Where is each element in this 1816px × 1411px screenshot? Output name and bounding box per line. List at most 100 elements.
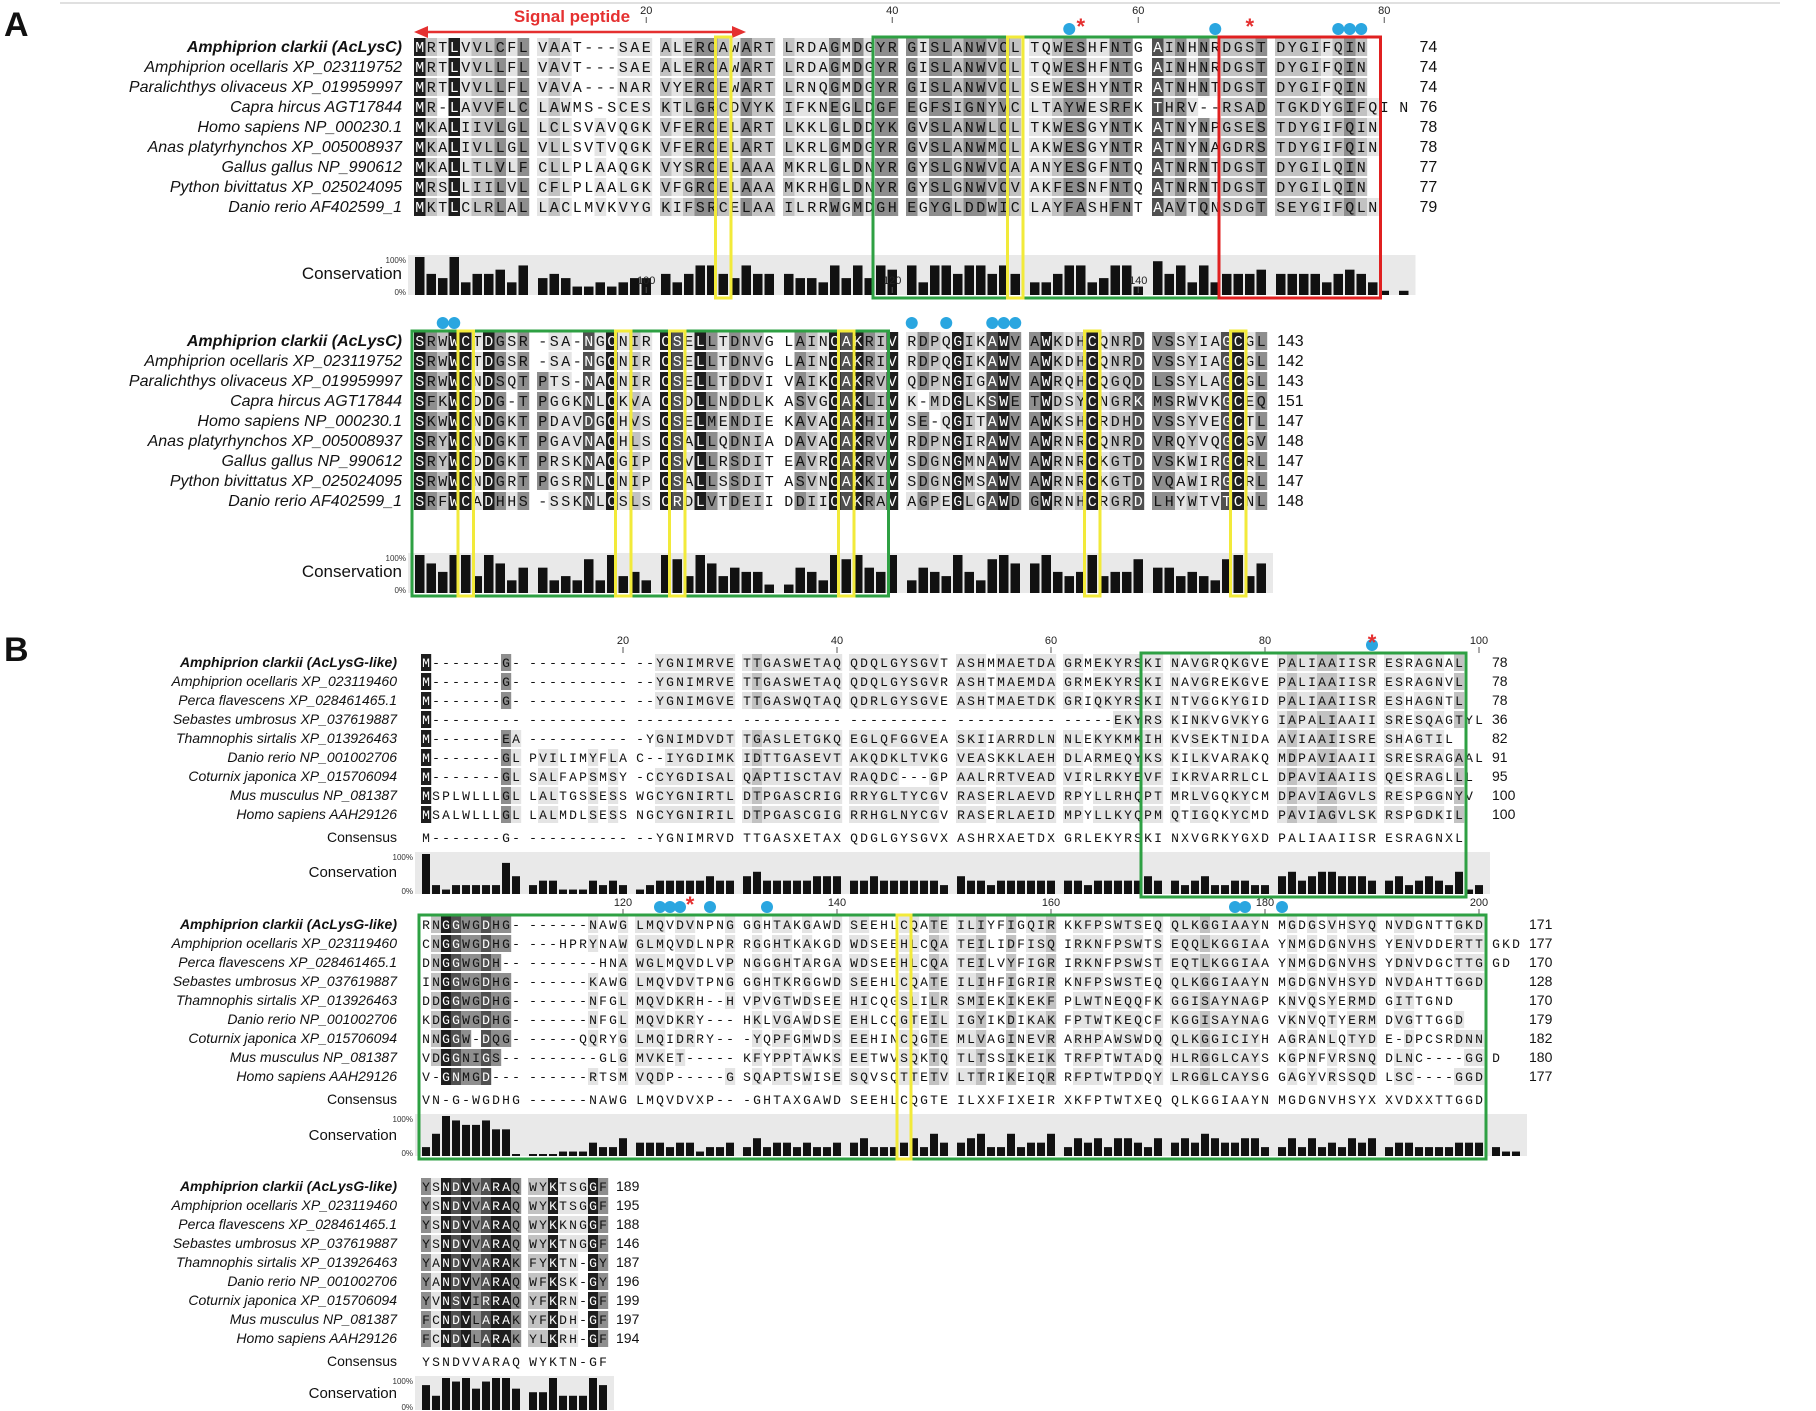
residue-letter: I — [784, 200, 793, 217]
signal-peptide-arrow-right-head — [732, 26, 746, 38]
residue-letter: K — [1042, 140, 1051, 157]
residue-letter: G — [1201, 675, 1209, 690]
residue-letter: C — [656, 770, 664, 785]
residue-letter: G — [830, 60, 839, 77]
residue-letter: A — [1308, 751, 1316, 766]
residue-letter: I — [753, 494, 762, 511]
residue-shade — [494, 138, 507, 156]
residue-letter: S — [573, 140, 582, 157]
residue-shade — [471, 178, 484, 196]
residue-letter: V — [807, 394, 816, 411]
residue-letter: - — [492, 751, 500, 766]
residue-letter: R — [1104, 770, 1112, 785]
residue-letter: F — [673, 180, 682, 197]
residue-shade — [763, 98, 776, 116]
species-label: Amphiprion clarkii (AcLysC) — [186, 39, 402, 56]
consensus-letter: I — [1338, 831, 1346, 846]
residue-letter: K — [1053, 414, 1062, 431]
residue-shade — [794, 178, 807, 196]
ruler-label: 20 — [617, 635, 629, 647]
residue-letter: Q — [1134, 180, 1143, 197]
conservation-bar — [1110, 571, 1120, 593]
residue-letter: D — [784, 434, 793, 451]
residue-letter: L — [473, 200, 482, 217]
residue-letter: Q — [833, 656, 841, 671]
conservation-bar — [484, 273, 494, 295]
residue-letter: P — [763, 789, 771, 804]
residue-letter: D — [422, 956, 430, 971]
residue-letter: T — [813, 656, 821, 671]
residue-letter: N — [1176, 40, 1185, 57]
residue-letter: K — [796, 160, 805, 177]
residue-letter: G — [1261, 713, 1269, 728]
residue-shade — [694, 198, 707, 216]
residue-letter: - — [584, 80, 593, 97]
residue-letter: A — [796, 334, 805, 351]
residue-letter: Q — [1334, 80, 1343, 97]
residue-letter: - — [512, 675, 520, 690]
residue-letter: N — [742, 434, 751, 451]
residue-letter: T — [765, 80, 774, 97]
residue-letter: S — [907, 474, 916, 491]
residue-shade — [763, 118, 776, 136]
residue-shade — [806, 98, 818, 116]
residue-shade — [917, 138, 930, 156]
consensus-letter: G — [890, 831, 898, 846]
residue-letter: - — [1199, 100, 1208, 117]
alignment-blocks: 20 40 60 80MMMMMMMMMRRRRKKKRKTTT-AAASTLLLLL… — [129, 5, 1553, 1411]
residue-shade — [906, 138, 918, 156]
conservation-bar — [1133, 559, 1143, 593]
residue-letter: S — [1368, 789, 1376, 804]
residue-letter: A — [953, 60, 962, 77]
residue-letter: Y — [1322, 100, 1331, 117]
residue-letter: - — [539, 713, 547, 728]
residue-letter: G — [813, 808, 821, 823]
residue-letter: P — [930, 354, 939, 371]
consensus-letter: G — [1241, 831, 1249, 846]
residue-letter: A — [1288, 713, 1296, 728]
residue-shade — [460, 38, 472, 56]
residue-letter: A — [997, 732, 1005, 747]
residue-letter: T — [1165, 160, 1174, 177]
residue-letter: V — [957, 751, 965, 766]
residue-letter: T — [753, 789, 761, 804]
residue-letter: - — [900, 713, 908, 728]
residue-shade — [863, 98, 876, 116]
residue-letter: N — [1176, 160, 1185, 177]
conservation-bar — [695, 555, 705, 593]
residue-letter: T — [719, 374, 728, 391]
residue-letter: I — [1345, 60, 1354, 77]
residue-letter: I — [919, 40, 928, 57]
residue-letter: S — [673, 374, 682, 391]
residue-shade — [752, 198, 764, 216]
residue-letter: V — [1176, 200, 1185, 217]
residue-letter: H — [977, 675, 985, 690]
conservation-bar — [1308, 876, 1316, 894]
consensus-letter: D — [1037, 831, 1045, 846]
conservation-bar — [507, 580, 517, 593]
residue-shade — [886, 38, 899, 56]
residue-shade — [886, 158, 899, 176]
residue-letter: R — [1122, 394, 1131, 411]
residue-shade — [517, 78, 530, 96]
residue-letter: E — [1385, 656, 1393, 671]
residue-letter: Y — [876, 160, 885, 177]
residue-shade — [671, 58, 684, 76]
conservation-bar — [773, 880, 781, 894]
residue-letter: Y — [1188, 374, 1197, 391]
residue-letter: H — [1188, 80, 1197, 97]
conservation-bar — [743, 876, 751, 894]
residue-letter: G — [976, 494, 985, 511]
residue-letter: K — [890, 751, 898, 766]
conservation-bar — [472, 885, 480, 894]
residue-letter: S — [529, 770, 537, 785]
ruler-label: 100 — [1470, 635, 1488, 647]
residue-letter: R — [696, 80, 705, 97]
residue-letter: T — [1122, 140, 1131, 157]
residue-letter: F — [888, 100, 897, 117]
species-label: Amphiprion ocellaris XP_023119752 — [143, 353, 402, 370]
residue-letter: T — [753, 808, 761, 823]
residue-letter: K — [661, 100, 670, 117]
residue-letter: K — [1221, 808, 1229, 823]
residue-letter: G — [496, 454, 505, 471]
